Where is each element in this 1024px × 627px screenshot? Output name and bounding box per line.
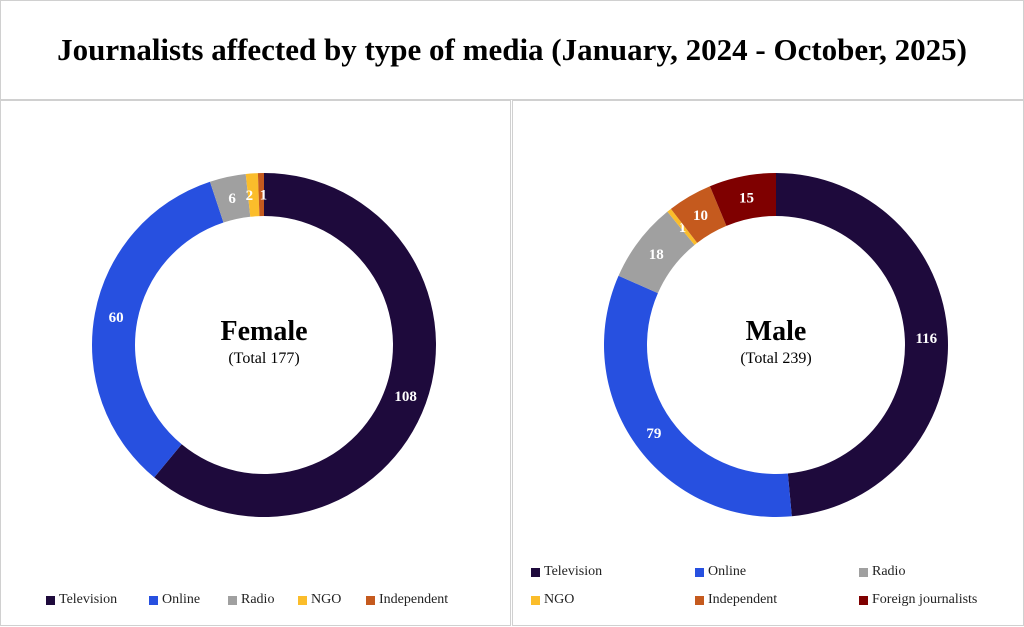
legend-label: Independent bbox=[708, 592, 778, 607]
chart-title: Journalists affected by type of media (J… bbox=[57, 32, 967, 67]
center-total-label: (Total 239) bbox=[740, 350, 811, 367]
slice-television bbox=[154, 173, 437, 517]
data-label: 108 bbox=[394, 389, 417, 405]
legend-swatch bbox=[695, 567, 704, 577]
legend-item: Online bbox=[149, 592, 200, 608]
legend-item: Online bbox=[695, 564, 746, 580]
legend-swatch bbox=[531, 567, 540, 577]
slice-online bbox=[91, 181, 224, 478]
legend-label: NGO bbox=[544, 592, 575, 607]
data-label: 60 bbox=[109, 310, 124, 326]
slice-foreign-journalists bbox=[709, 173, 776, 226]
legend-item: NGO bbox=[531, 592, 574, 608]
center-total-label: (Total 177) bbox=[228, 350, 299, 367]
legend-label: Radio bbox=[872, 564, 906, 579]
data-label: 79 bbox=[646, 426, 661, 442]
legend-swatch bbox=[859, 567, 868, 577]
legend-label: Television bbox=[544, 564, 603, 579]
legend-label: Online bbox=[708, 564, 747, 579]
data-label: 15 bbox=[739, 190, 754, 206]
legend-label: Radio bbox=[241, 592, 275, 607]
legend-item: Independent bbox=[695, 592, 777, 608]
chart-title-box: Journalists affected by type of media (J… bbox=[0, 0, 1024, 100]
donut-chart: 116 79 18 1 10 15 Male (Total 239) bbox=[604, 173, 948, 517]
data-label: 6 bbox=[228, 191, 236, 207]
slice-independent bbox=[670, 186, 727, 243]
slice-radio bbox=[209, 173, 251, 223]
legend-item: Independent bbox=[366, 592, 448, 608]
legend-item: Radio bbox=[859, 564, 905, 580]
legend-swatch bbox=[531, 595, 540, 605]
legend-item: Radio bbox=[228, 592, 274, 608]
data-label: 18 bbox=[649, 247, 664, 263]
slice-ngo bbox=[245, 173, 260, 217]
slice-online bbox=[604, 275, 792, 517]
legend-item: Foreign journalists bbox=[859, 592, 977, 608]
legend-label: Online bbox=[162, 592, 201, 607]
legend-swatch bbox=[695, 595, 704, 605]
legend-swatch bbox=[859, 595, 868, 605]
legend-label: Independent bbox=[379, 592, 449, 607]
legend-swatch bbox=[149, 595, 158, 605]
legend-label: Television bbox=[59, 592, 118, 607]
data-label: 1 bbox=[679, 220, 687, 236]
legend-item: Television bbox=[531, 564, 602, 580]
slice-ngo bbox=[667, 208, 698, 245]
slice-television bbox=[776, 173, 948, 517]
legend-item: NGO bbox=[298, 592, 341, 608]
legend-swatch bbox=[46, 595, 55, 605]
center-label: Female bbox=[220, 316, 307, 347]
legend-label: NGO bbox=[311, 592, 342, 607]
legend-swatch bbox=[228, 595, 237, 605]
male-panel: 116 79 18 1 10 15 Male (Total 239) Television Onl… bbox=[512, 100, 1024, 626]
data-label: 116 bbox=[915, 331, 937, 347]
legend-item: Television bbox=[46, 592, 117, 608]
slice-radio bbox=[618, 211, 695, 294]
female-panel: 108 60 6 2 1 Female (Total 177) Television Onlin… bbox=[0, 100, 511, 626]
data-label: 2 bbox=[246, 188, 254, 204]
slice-independent bbox=[257, 173, 264, 217]
donut-chart: 108 60 6 2 1 Female (Total 177) bbox=[91, 173, 437, 517]
legend-swatch bbox=[298, 595, 307, 605]
legend-swatch bbox=[366, 595, 375, 605]
data-label: 1 bbox=[260, 188, 268, 204]
center-label: Male bbox=[746, 316, 807, 347]
data-label: 10 bbox=[693, 208, 708, 224]
legend-label: Foreign journalists bbox=[872, 592, 978, 607]
